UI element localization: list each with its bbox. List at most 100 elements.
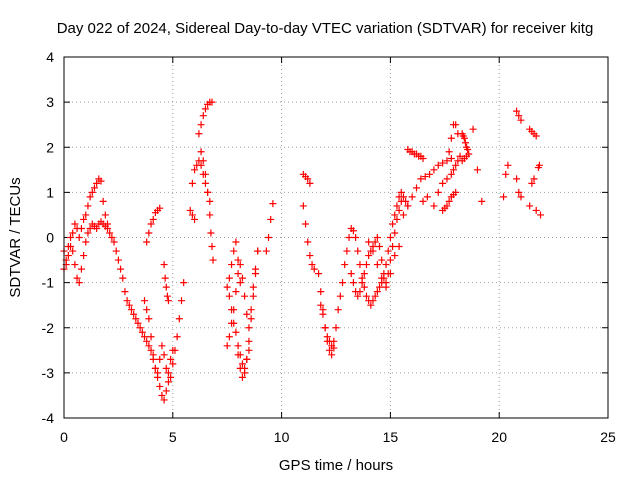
data-point (452, 121, 460, 129)
data-point (173, 333, 181, 341)
data-point (69, 229, 77, 237)
data-point (319, 310, 327, 318)
data-point (452, 188, 460, 196)
data-point (382, 283, 390, 291)
data-point (269, 200, 277, 208)
data-point (84, 202, 92, 210)
y-tick-label: 2 (46, 139, 54, 155)
data-point (104, 224, 112, 232)
data-point (399, 211, 407, 219)
data-point (147, 220, 155, 228)
data-point (391, 252, 399, 260)
data-point (332, 324, 340, 332)
data-point (365, 238, 373, 246)
data-point (199, 112, 207, 120)
data-point (195, 130, 203, 138)
data-point (77, 224, 85, 232)
data-point (223, 283, 231, 291)
data-point (517, 193, 525, 201)
y-tick-label: 3 (46, 94, 54, 110)
data-point (160, 396, 168, 404)
series-sat-p (299, 202, 318, 273)
data-point (197, 161, 205, 169)
data-point (243, 310, 251, 318)
data-point (223, 342, 231, 350)
data-point (127, 306, 135, 314)
data-point (243, 355, 251, 363)
data-point (151, 364, 159, 372)
series-sat-ac (469, 125, 486, 205)
data-point (80, 215, 88, 223)
data-point (447, 170, 455, 178)
data-point (236, 279, 244, 287)
data-point (241, 364, 249, 372)
data-point (143, 306, 151, 314)
data-point (310, 265, 318, 273)
data-point (93, 224, 101, 232)
data-point (265, 234, 273, 241)
series-sat-v (404, 146, 427, 163)
data-point (299, 202, 307, 210)
data-point (67, 234, 75, 241)
data-point (147, 346, 155, 354)
data-point (245, 324, 253, 332)
data-point (99, 197, 107, 205)
data-point (158, 342, 166, 350)
data-point (123, 297, 131, 305)
data-point (328, 351, 336, 359)
data-point (464, 146, 472, 154)
data-point (376, 243, 384, 251)
data-point (114, 256, 122, 264)
data-point (197, 148, 205, 156)
data-point (478, 197, 486, 205)
data-point (82, 238, 90, 246)
data-point (154, 369, 162, 377)
data-point (373, 261, 381, 269)
data-point (247, 315, 255, 323)
data-point (443, 157, 451, 165)
data-point (69, 247, 77, 255)
data-point (473, 166, 481, 174)
data-point (317, 288, 325, 296)
series-sat-s (347, 197, 405, 300)
series-sat-y (445, 121, 462, 156)
data-point (445, 148, 453, 156)
data-point (323, 333, 331, 341)
data-point (373, 288, 381, 296)
data-point (112, 247, 120, 255)
data-point (391, 229, 399, 237)
data-point (434, 161, 442, 169)
data-point (393, 215, 401, 223)
data-point (315, 270, 323, 278)
y-tick-label: -2 (42, 320, 55, 336)
data-point (413, 184, 421, 192)
data-point (443, 202, 451, 210)
data-point (389, 243, 397, 251)
series-sat-b (60, 218, 177, 404)
data-point (238, 360, 246, 368)
data-point (160, 261, 168, 269)
data-point (528, 179, 536, 187)
data-point (249, 283, 257, 291)
data-point (232, 328, 240, 336)
data-point (304, 175, 312, 183)
data-point (145, 342, 153, 350)
series-sat-m (234, 346, 253, 381)
data-point (386, 270, 394, 278)
data-point (125, 301, 133, 309)
data-point (225, 333, 233, 341)
data-point (158, 391, 166, 399)
data-point (201, 170, 209, 178)
data-point (371, 292, 379, 300)
data-point (156, 204, 164, 212)
data-point (330, 344, 338, 352)
data-point (360, 283, 368, 291)
data-point (517, 116, 525, 124)
data-point (389, 220, 397, 228)
data-point (384, 247, 392, 255)
data-point (434, 188, 442, 196)
y-tick-label: 0 (46, 230, 54, 246)
data-point (262, 247, 270, 255)
series-sat-i (197, 148, 217, 264)
